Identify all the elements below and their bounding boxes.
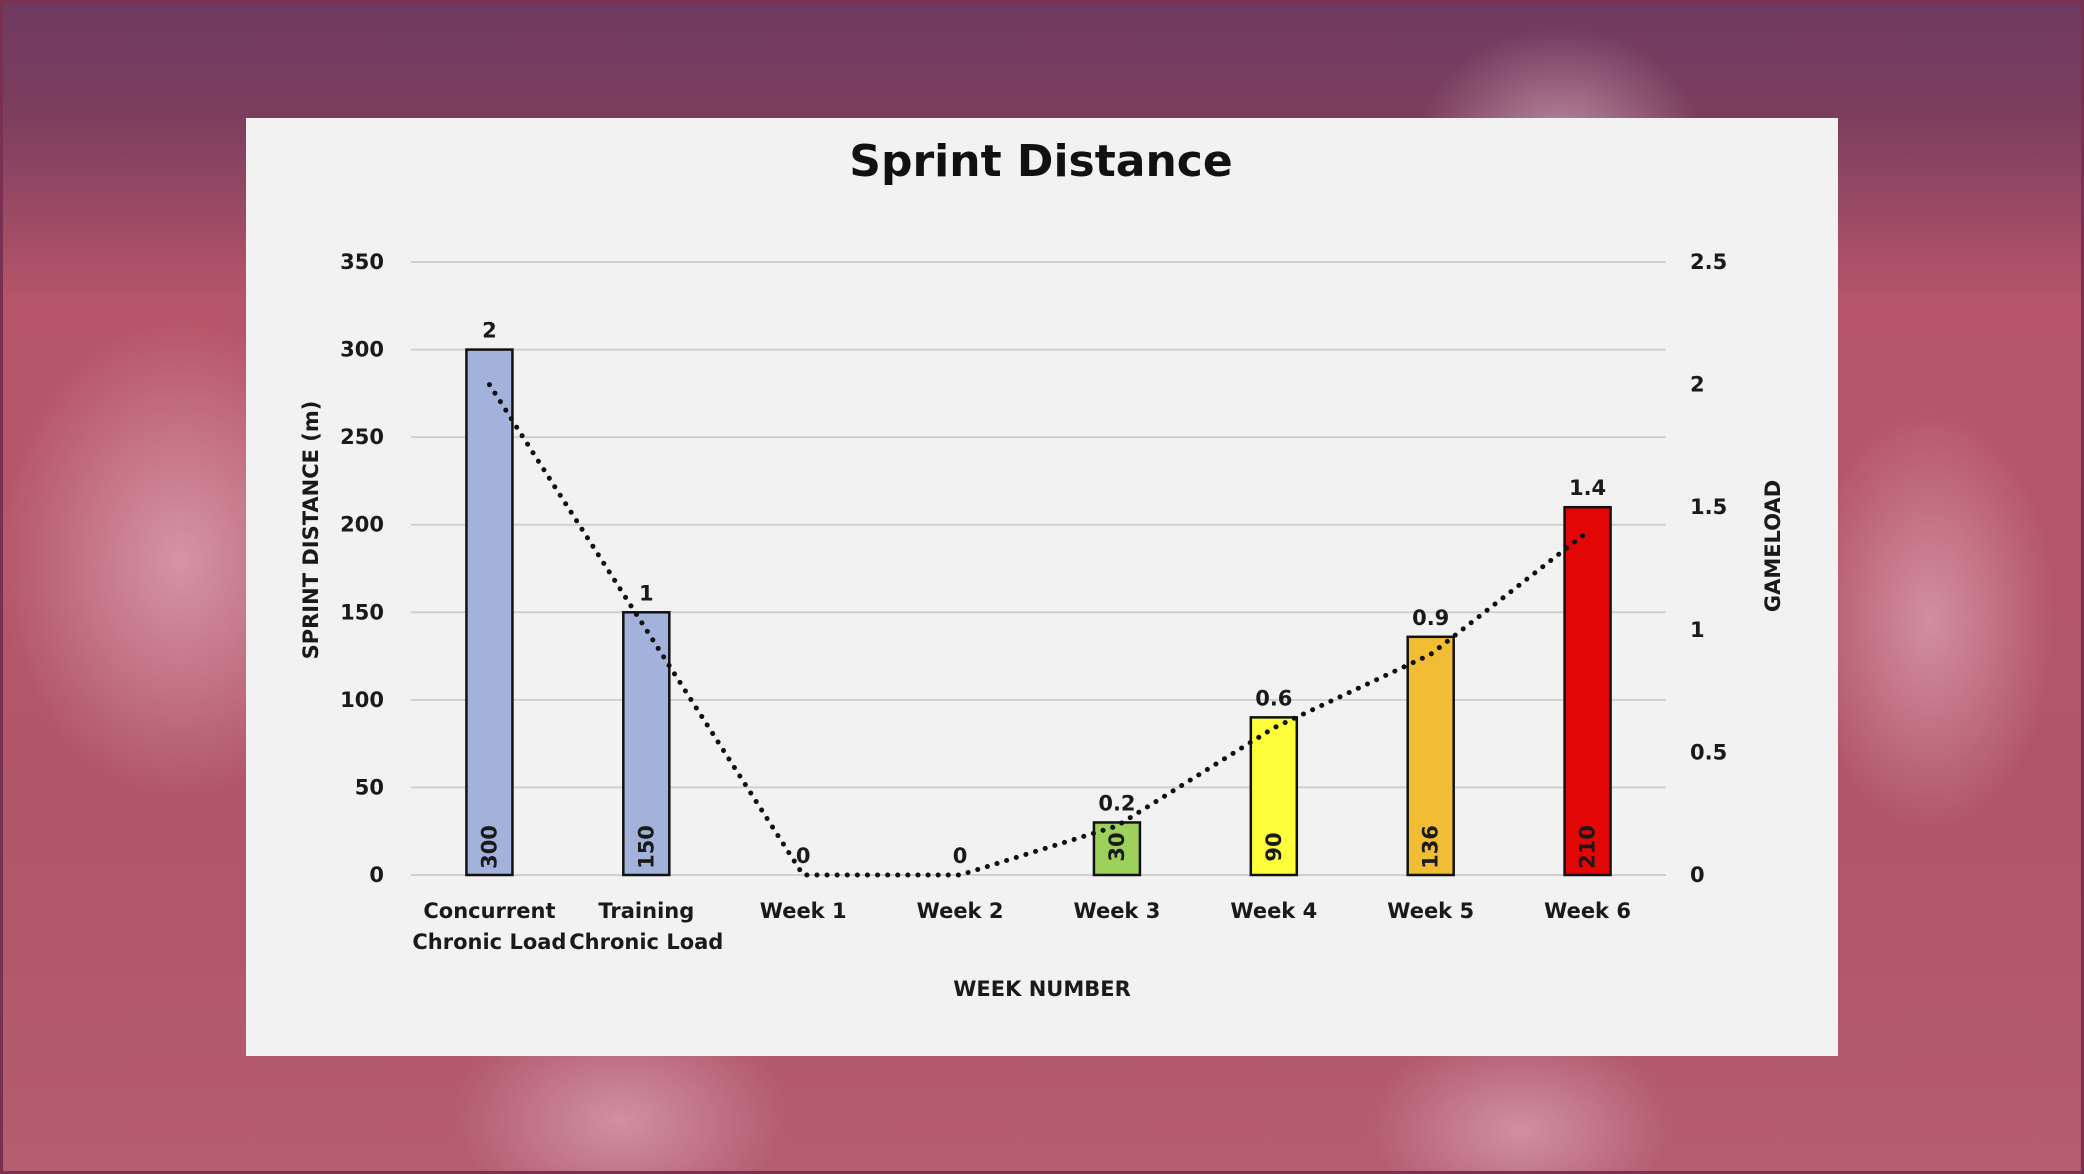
y-tick-label: 50 — [355, 775, 384, 799]
bar — [1563, 505, 1612, 877]
gameload-series — [486, 382, 1591, 878]
bar-value-label: 136 — [1419, 825, 1443, 869]
gameload-data-label: 2 — [482, 319, 497, 343]
bar — [465, 348, 514, 877]
bar-value-label: 90 — [1262, 832, 1286, 861]
x-axis-title: WEEK NUMBER — [953, 977, 1131, 1001]
x-category-label: Week 2 — [917, 899, 1004, 923]
gameload-data-label: 0.6 — [1255, 686, 1292, 710]
y2-tick-label: 1 — [1690, 618, 1705, 642]
x-category-label: Concurrent Chronic Load — [412, 899, 566, 954]
y-tick-label: 350 — [340, 250, 384, 274]
chart-panel: Sprint Distance 0 50 100 150 200 250 300 350 0 0.… — [246, 118, 1838, 1056]
bar-value-label: 300 — [477, 825, 501, 869]
y-axis-title: SPRINT DISTANCE (m) — [299, 401, 323, 660]
y-tick-label: 200 — [340, 513, 384, 537]
gameload-data-label: 1.4 — [1569, 476, 1606, 500]
gridlines — [411, 261, 1666, 876]
x-category-label: Week 5 — [1387, 899, 1474, 923]
y2-tick-label: 2.5 — [1690, 250, 1727, 274]
bar-value-label: 210 — [1576, 825, 1600, 869]
chart-title: Sprint Distance — [849, 136, 1232, 187]
bar-value-label: 150 — [634, 825, 658, 869]
y-tick-label: 250 — [340, 425, 384, 449]
x-category-label: Week 6 — [1544, 899, 1631, 923]
y2-axis-title: GAMELOAD — [1761, 480, 1785, 612]
y2-tick-label: 0 — [1690, 863, 1705, 887]
y-tick-label: 300 — [340, 338, 384, 362]
gameload-data-label: 1 — [639, 581, 654, 605]
y-tick-label: 150 — [340, 600, 384, 624]
x-category-label: Week 1 — [760, 899, 847, 923]
bar-value-label: 30 — [1105, 832, 1129, 861]
sprint-distance-chart: Sprint Distance 05010015020025030035000.… — [299, 136, 1785, 1001]
x-category-label: Week 3 — [1074, 899, 1161, 923]
bar — [1406, 635, 1455, 877]
bars — [465, 348, 1612, 877]
gameload-data-label: 0 — [953, 844, 968, 868]
y-tick-label: 0 — [369, 863, 384, 887]
gameload-data-label: 0.2 — [1098, 791, 1135, 815]
y2-tick-label: 0.5 — [1690, 740, 1727, 764]
y2-tick-label: 2 — [1690, 373, 1705, 397]
y-tick-label: 100 — [340, 688, 384, 712]
gameload-data-label: 0 — [796, 844, 811, 868]
y2-tick-label: 1.5 — [1690, 495, 1727, 519]
bar — [1249, 716, 1299, 877]
gameload-data-label: 0.9 — [1412, 606, 1449, 630]
x-category-label: Week 4 — [1230, 899, 1317, 923]
x-category-label: Training Chronic Load — [569, 899, 723, 954]
gameload-line — [486, 382, 1591, 878]
